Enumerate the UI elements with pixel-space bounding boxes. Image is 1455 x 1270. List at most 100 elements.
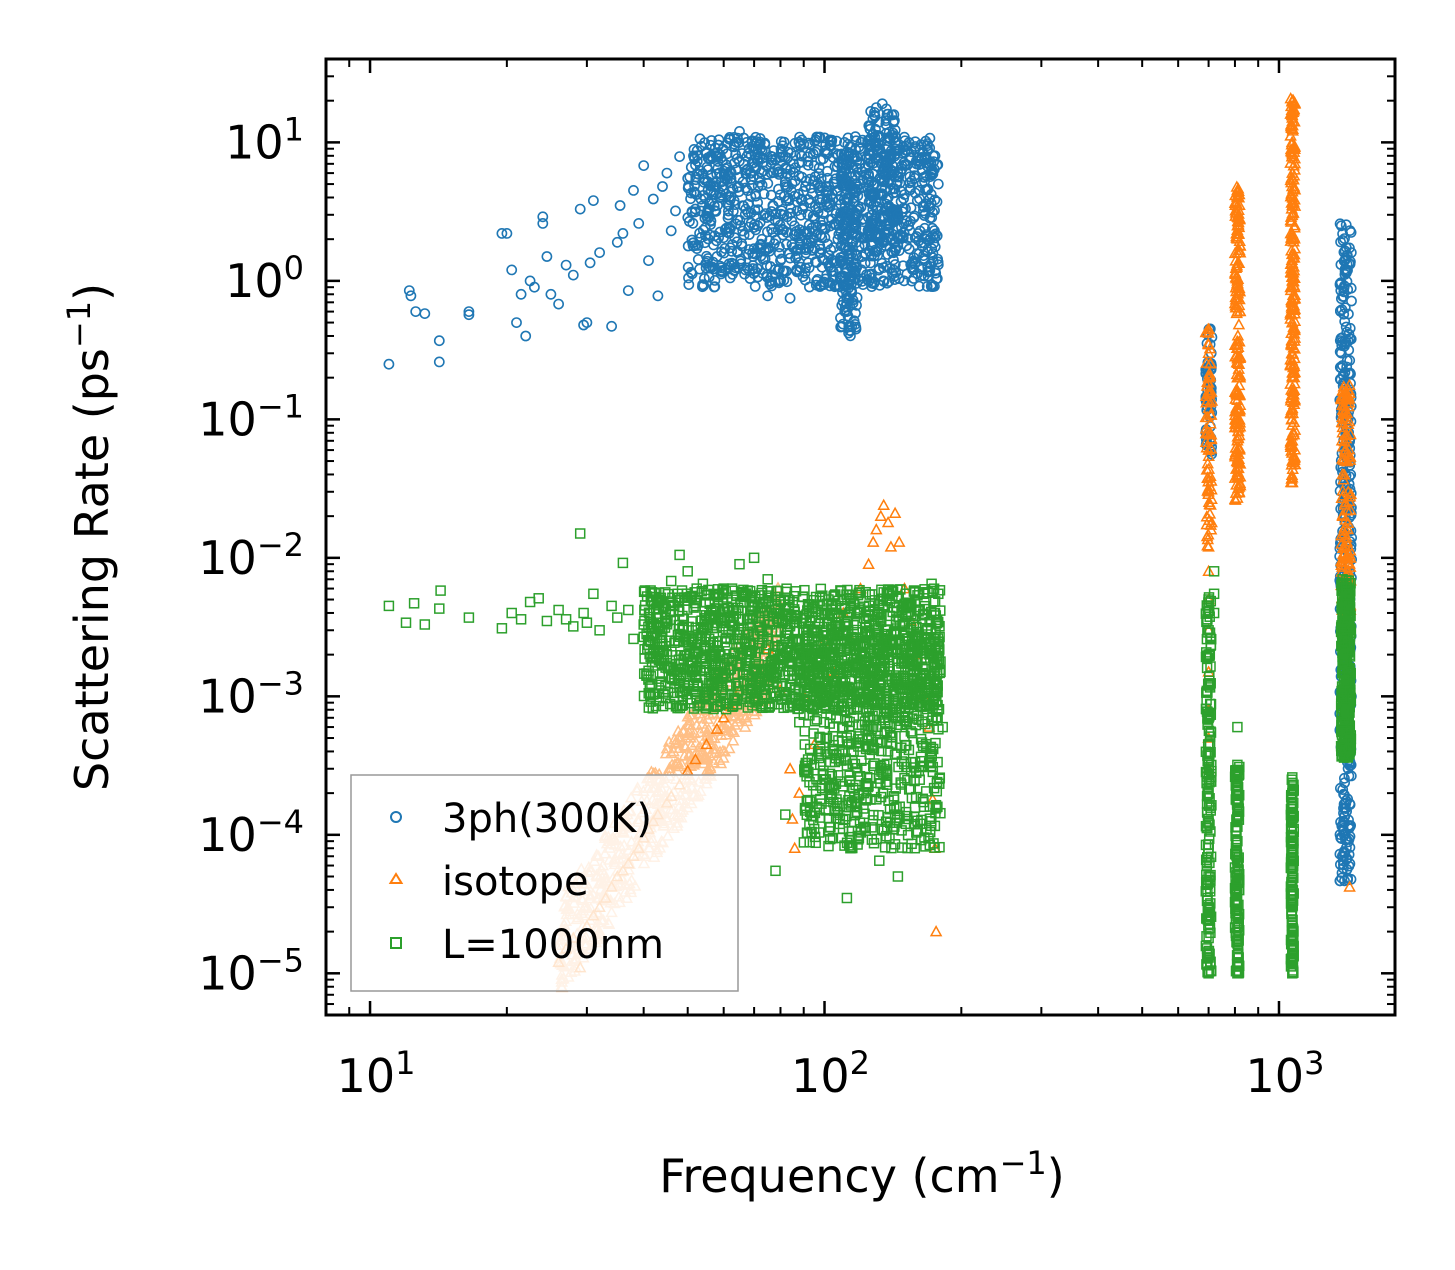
isotope-point	[748, 708, 761, 720]
data-point	[877, 498, 890, 510]
data-point	[700, 192, 711, 204]
data-point	[835, 148, 847, 160]
data-point	[891, 231, 903, 243]
data-point	[733, 186, 745, 198]
data-point	[841, 245, 853, 257]
data-point	[802, 159, 814, 171]
data-point	[695, 140, 707, 152]
data-point	[687, 217, 699, 229]
isotope-point	[660, 742, 674, 754]
data-point	[1339, 772, 1350, 784]
data-point	[883, 132, 895, 144]
data-point	[588, 195, 599, 206]
data-point	[1340, 795, 1352, 806]
data-point	[433, 356, 445, 368]
isotope-point	[715, 728, 728, 741]
data-point	[784, 292, 796, 304]
data-point	[704, 211, 715, 222]
data-point	[851, 250, 862, 262]
data-point	[808, 160, 820, 172]
data-point	[737, 225, 749, 237]
data-point	[545, 288, 557, 300]
data-point	[553, 298, 564, 310]
data-point	[810, 146, 821, 158]
isotope-point	[690, 718, 703, 730]
data-point	[1335, 347, 1347, 359]
data-point	[931, 273, 943, 284]
data-point	[729, 232, 741, 244]
data-point	[506, 264, 518, 276]
data-point	[741, 262, 753, 274]
data-point	[727, 205, 739, 217]
data-point	[670, 205, 681, 217]
data-point	[876, 257, 888, 269]
data-point	[839, 163, 851, 175]
data-point	[702, 205, 714, 217]
data-point	[866, 281, 878, 292]
data-point	[1338, 308, 1350, 320]
data-point	[700, 262, 712, 274]
data-point	[697, 279, 708, 291]
data-point	[772, 224, 784, 236]
isotope-point	[702, 723, 715, 735]
data-point	[850, 236, 862, 248]
data-point	[870, 523, 883, 535]
data-point	[802, 238, 813, 249]
data-point	[906, 275, 918, 287]
data-point	[1344, 858, 1356, 870]
data-point	[720, 263, 732, 275]
data-point	[739, 268, 750, 280]
data-point	[900, 140, 912, 152]
data-point	[822, 238, 833, 250]
data-point	[743, 143, 755, 155]
data-point	[782, 181, 793, 193]
data-point	[849, 152, 860, 164]
data-point	[749, 204, 761, 216]
data-point	[691, 155, 703, 167]
data-point	[1339, 254, 1351, 266]
data-point	[742, 163, 754, 175]
data-point	[749, 219, 760, 230]
data-point	[755, 143, 766, 154]
data-point	[925, 232, 936, 244]
data-point	[541, 251, 553, 262]
data-point	[705, 215, 717, 227]
data-point	[708, 281, 720, 293]
data-point	[1232, 318, 1246, 330]
data-point	[1335, 332, 1347, 344]
data-point	[813, 168, 825, 179]
data-point	[1341, 355, 1353, 367]
data-point	[762, 290, 774, 302]
data-point	[849, 272, 861, 284]
data-point	[795, 209, 807, 221]
data-point	[840, 284, 851, 296]
data-point	[897, 260, 909, 272]
data-point	[800, 181, 811, 192]
isotope-point	[677, 723, 690, 736]
data-point	[802, 151, 814, 163]
data-point	[929, 194, 941, 206]
data-point	[814, 180, 826, 192]
data-point	[1339, 315, 1351, 327]
data-point	[695, 231, 707, 243]
data-point	[893, 273, 905, 285]
isotope-point	[669, 735, 682, 748]
data-point	[719, 242, 731, 254]
data-point	[921, 280, 933, 292]
data-point	[754, 217, 766, 228]
data-point	[697, 224, 709, 236]
data-point	[927, 252, 938, 264]
data-point	[804, 197, 816, 209]
data-point	[875, 231, 887, 243]
data-point	[773, 195, 784, 207]
data-point	[405, 290, 417, 302]
data-point	[826, 265, 837, 277]
data-point	[774, 241, 785, 253]
data-point	[924, 202, 936, 214]
data-point	[755, 250, 767, 262]
data-point	[789, 220, 800, 232]
data-point	[903, 243, 915, 255]
data-point	[690, 203, 701, 215]
isotope-point	[738, 720, 752, 732]
data-point	[730, 218, 742, 230]
